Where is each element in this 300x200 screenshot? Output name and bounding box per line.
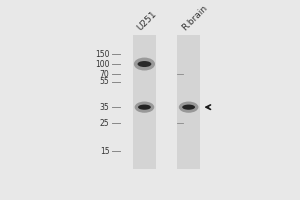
Text: 35: 35 (100, 103, 110, 112)
Ellipse shape (138, 105, 151, 110)
Ellipse shape (137, 61, 152, 67)
Text: 55: 55 (100, 77, 110, 86)
Text: 70: 70 (100, 70, 110, 79)
Ellipse shape (179, 102, 198, 113)
Bar (177, 35, 200, 169)
Bar (133, 35, 156, 169)
Text: 150: 150 (95, 50, 109, 59)
Text: 100: 100 (95, 60, 109, 69)
Ellipse shape (134, 58, 155, 71)
Text: 25: 25 (100, 119, 110, 128)
Ellipse shape (182, 105, 195, 110)
Text: U251: U251 (136, 9, 159, 32)
Text: R.brain: R.brain (180, 3, 209, 32)
Text: 15: 15 (100, 147, 110, 156)
Ellipse shape (135, 102, 154, 113)
